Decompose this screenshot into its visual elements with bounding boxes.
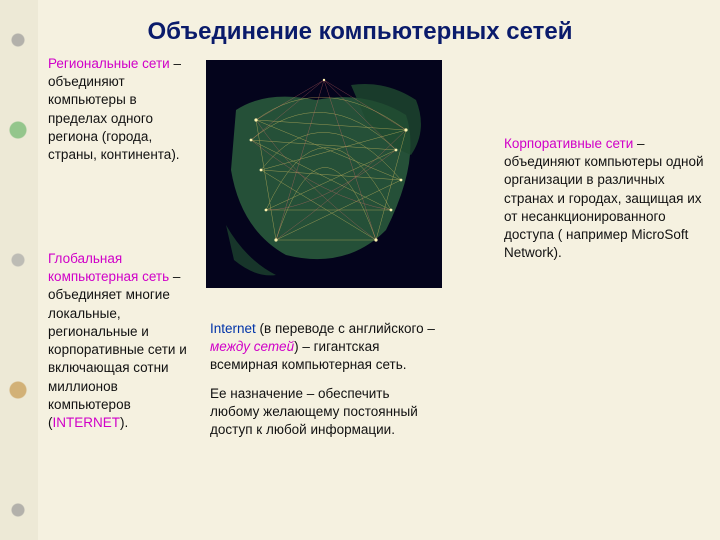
global-internet-word: INTERNET (53, 415, 121, 430)
internet-block: Internet (в переводе с английского – меж… (210, 320, 440, 439)
global-lead: Глобальная компьютерная сеть (48, 251, 169, 284)
internet-lead: Internet (210, 321, 256, 336)
internet-italic: между сетей (210, 339, 294, 354)
global-body-a: – объединяет многие локальные, региональ… (48, 269, 187, 430)
network-map-image (206, 60, 442, 288)
decorative-sidebar (0, 0, 38, 540)
corporate-body: – объединяют компьютеры одной организаци… (504, 136, 704, 260)
regional-networks-block: Региональные сети – объединяют компьютер… (48, 55, 193, 164)
corporate-lead: Корпоративные сети (504, 136, 633, 151)
map-svg (206, 60, 442, 288)
regional-body: – объединяют компьютеры в пределах одног… (48, 56, 181, 162)
page-title: Объединение компьютерных сетей (0, 18, 720, 46)
internet-para-2: Ее назначение – обеспечить любому желающ… (210, 385, 440, 440)
global-body-b: ). (120, 415, 128, 430)
internet-para-1: Internet (в переводе с английского – меж… (210, 320, 440, 375)
regional-lead: Региональные сети (48, 56, 170, 71)
global-network-block: Глобальная компьютерная сеть – объединяе… (48, 250, 198, 432)
internet-p1a: (в переводе с английского – (256, 321, 435, 336)
corporate-networks-block: Корпоративные сети – объединяют компьюте… (504, 135, 704, 263)
